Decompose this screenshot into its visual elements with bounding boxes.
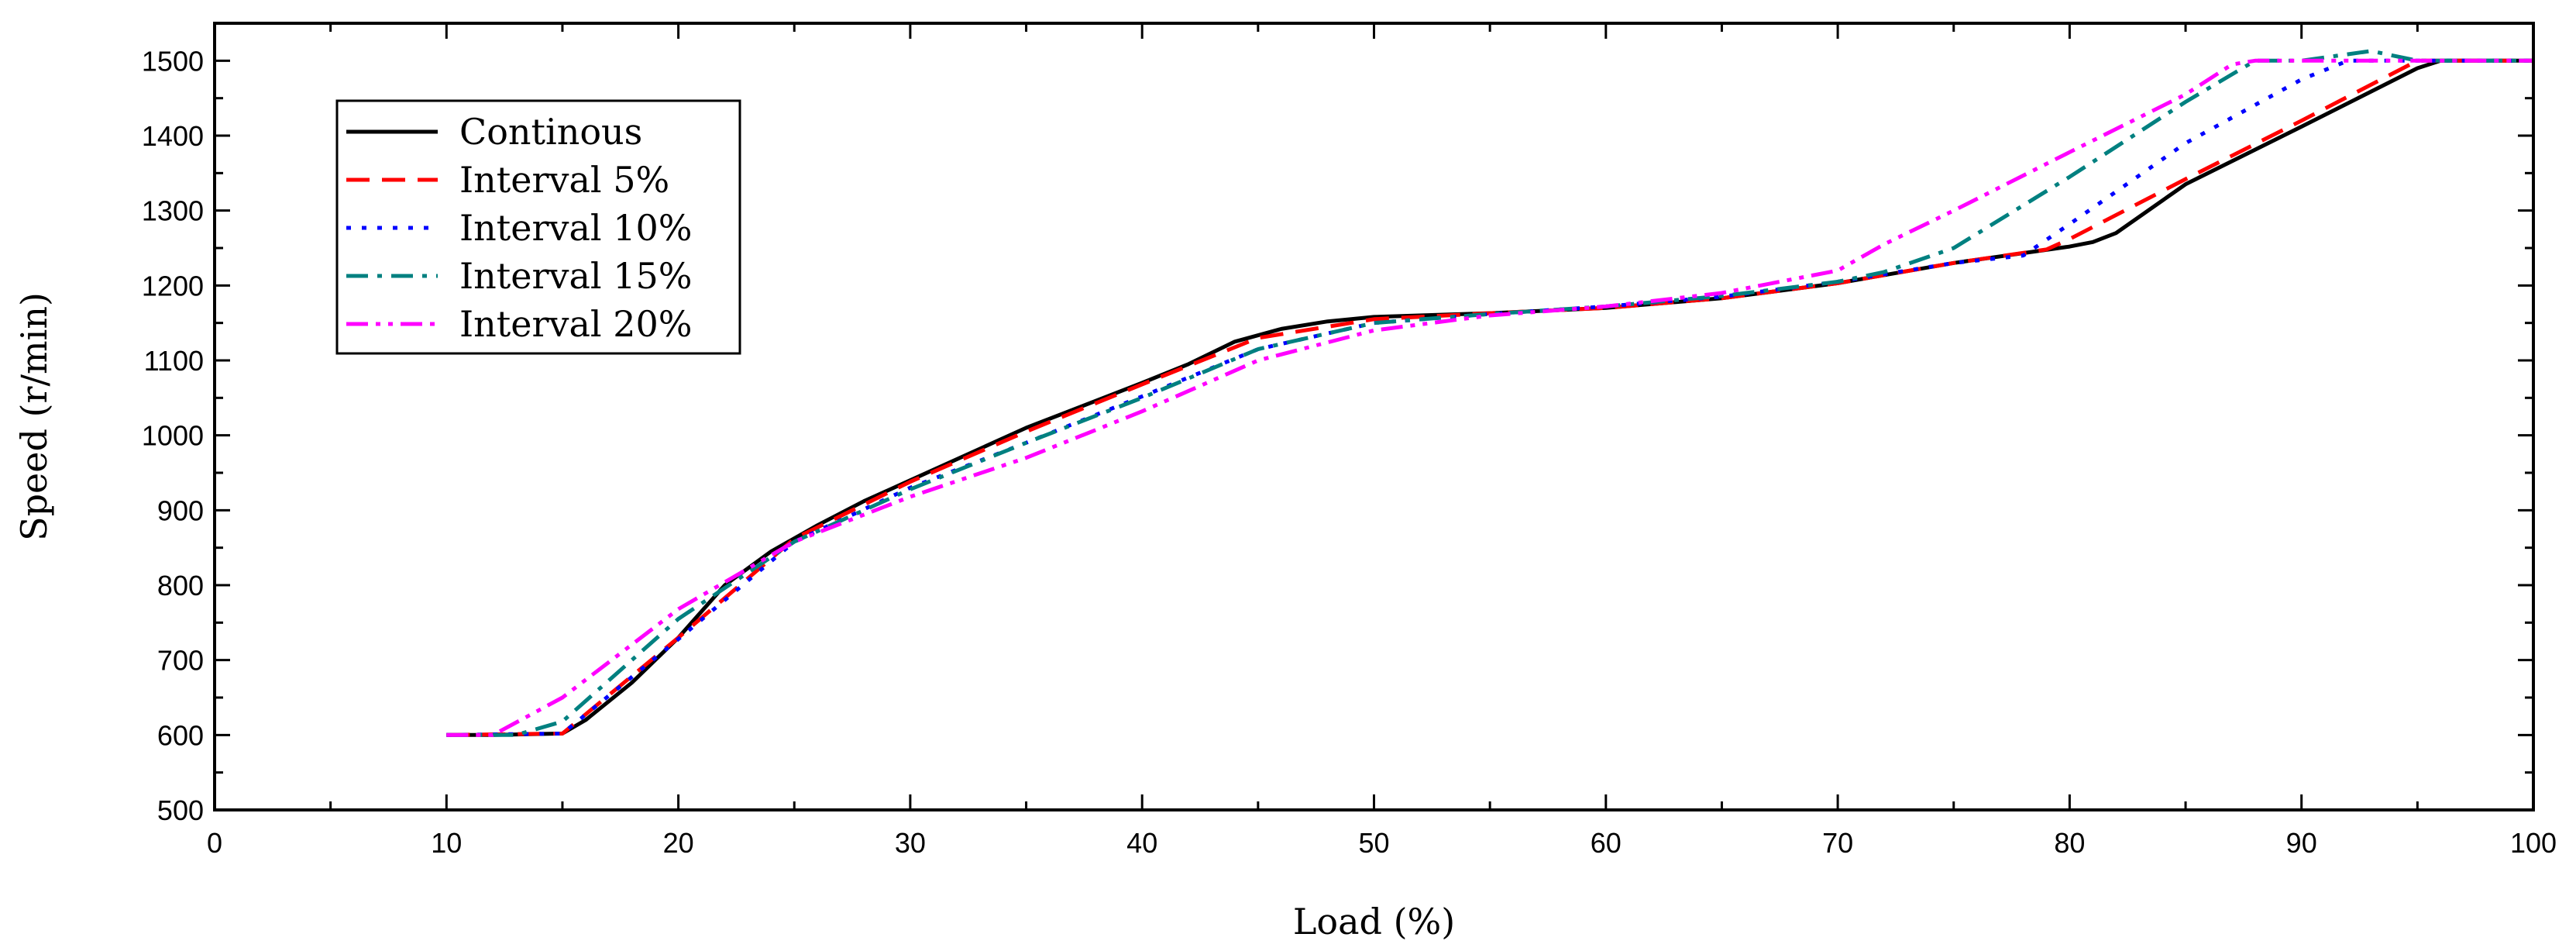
y-tick-label: 500 [157, 794, 204, 826]
x-tick-label: 10 [431, 827, 462, 859]
x-tick-label: 30 [895, 827, 926, 859]
y-tick-label: 700 [157, 645, 204, 677]
legend-label: Interval 5% [459, 159, 669, 201]
y-tick-label: 600 [157, 719, 204, 751]
x-tick-label: 90 [2286, 827, 2317, 859]
legend-label: Continous [459, 111, 642, 153]
x-tick-label: 100 [2510, 827, 2557, 859]
y-tick-label: 1200 [142, 270, 204, 301]
legend-label: Interval 15% [459, 255, 692, 297]
y-tick-labels: 500 600 700 800 900 1000 1100 1200 1300 1400 1500 [142, 45, 204, 826]
x-tick-label: 80 [2054, 827, 2085, 859]
x-tick-label: 0 [207, 827, 222, 859]
x-tick-label: 60 [1591, 827, 1622, 859]
y-tick-label: 900 [157, 494, 204, 526]
legend: Continous Interval 5% Interval 10% Interval… [335, 99, 741, 355]
legend-box [335, 99, 741, 355]
plot-area-frame [213, 22, 2535, 811]
y-axis-title: Speed (r/min) [13, 292, 55, 541]
x-axis-title: Load (%) [1293, 901, 1455, 942]
x-tick-label: 40 [1126, 827, 1157, 859]
y-tick-label: 1300 [142, 195, 204, 227]
y-tick-label: 800 [157, 570, 204, 601]
y-tick-label: 1400 [142, 120, 204, 152]
x-tick-label: 50 [1358, 827, 1389, 859]
legend-label: Interval 20% [459, 303, 692, 345]
series-line-4 [446, 58, 2533, 737]
x-tick-labels: 0 10 20 30 40 50 60 70 80 90 100 [207, 827, 2557, 859]
legend-label: Interval 10% [459, 207, 692, 249]
series-lines [446, 49, 2533, 737]
x-tick-label: 70 [1822, 827, 1853, 859]
y-tick-label: 1500 [142, 45, 204, 77]
y-tick-label: 1000 [142, 420, 204, 452]
x-tick-label: 20 [663, 827, 694, 859]
y-tick-label: 1100 [144, 345, 204, 377]
